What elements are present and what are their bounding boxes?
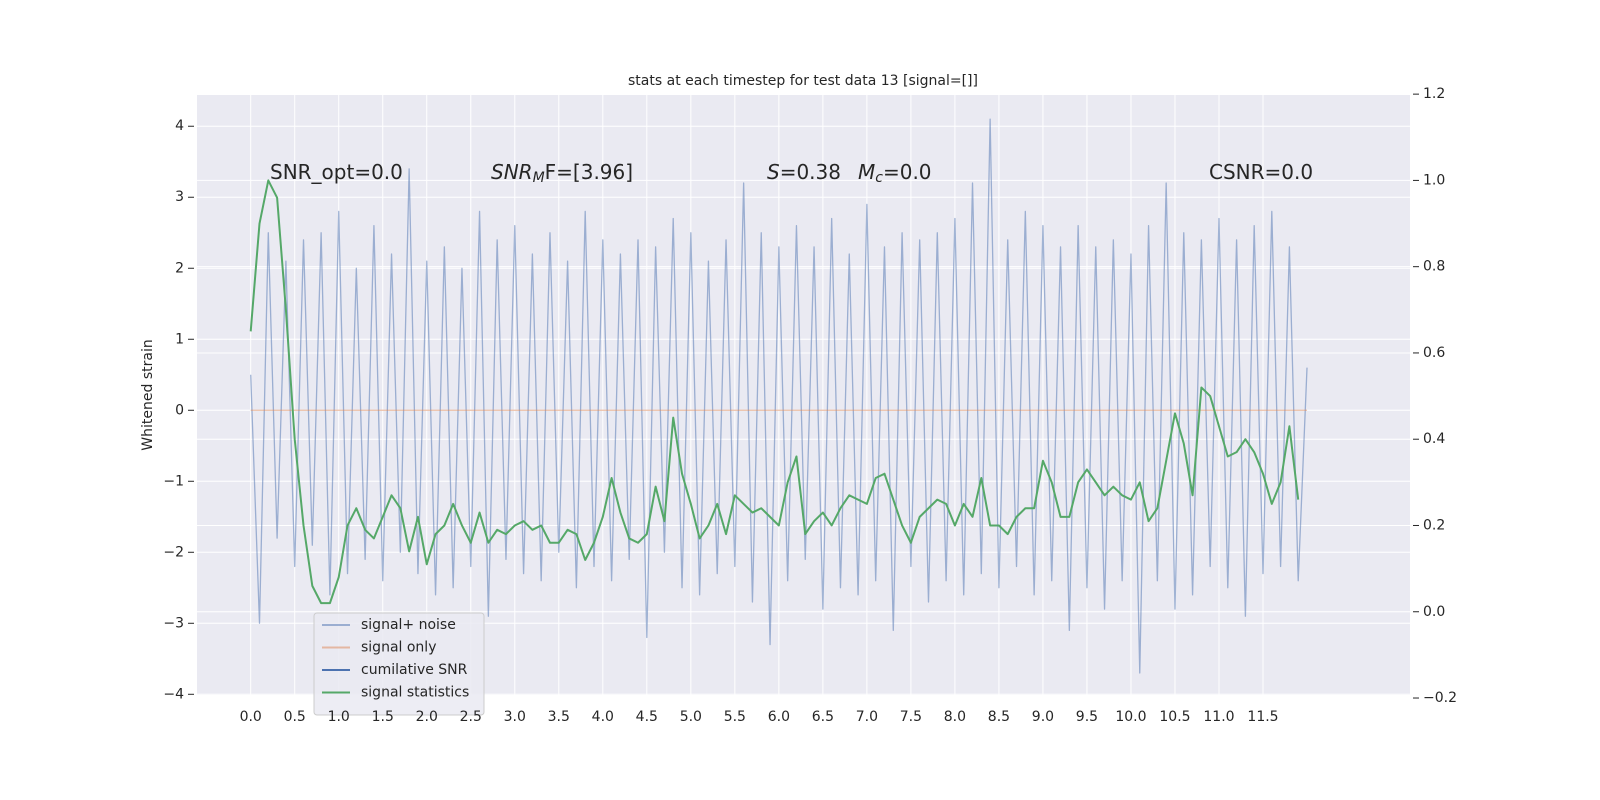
x-tick-label: 11.0	[1203, 709, 1234, 725]
annotation-text: SNR_opt=0.0	[270, 160, 403, 184]
x-tick-label: 5.5	[724, 709, 746, 725]
annotation: S=0.38	[767, 160, 841, 184]
x-tick-label: 3.0	[504, 709, 526, 725]
annotation-subscript: c	[875, 170, 883, 186]
annotation: SNRMF=[3.96]	[491, 160, 633, 187]
x-tick-label: 8.0	[944, 709, 966, 725]
annotations: SNR_opt=0.0 SNRMF=[3.96] S=0.38 Mc=0.0 CSNR=…	[270, 160, 1313, 187]
legend-box	[313, 612, 485, 716]
x-tick-label: 4.5	[636, 709, 658, 725]
x-tick-label: 2.5	[460, 709, 482, 725]
x-tick-label: 6.5	[812, 709, 834, 725]
annotation: Mc=0.0	[858, 160, 932, 187]
marks	[249, 118, 1308, 674]
x-tick-label: 4.0	[592, 709, 614, 725]
y-tick-label: −2	[163, 544, 184, 560]
y-tick-label: 3	[175, 189, 184, 205]
y-tick-label: −4	[163, 686, 184, 702]
y2-tick-label: 1.2	[1423, 86, 1445, 102]
annotation-symbol: M	[858, 160, 875, 184]
y-tick-label: 2	[175, 260, 184, 276]
annotation-symbol: SNR	[491, 160, 533, 184]
annotation-text: CSNR=0.0	[1209, 160, 1313, 184]
x-tick-label: 5.0	[680, 709, 702, 725]
y-tick-label: −3	[163, 615, 184, 631]
y-tick-label: 0	[175, 402, 184, 418]
y2-tick-label: 0.0	[1423, 604, 1445, 620]
y-axis-label: Whitened strain	[140, 339, 156, 450]
legend: signal+ noise signal only cumilative SNR si…	[313, 612, 485, 716]
y2-tick-label: −0.2	[1423, 690, 1457, 706]
x-tick-label: 6.0	[768, 709, 790, 725]
legend-label: signal statistics	[361, 685, 469, 701]
annotation: SNR_opt=0.0	[270, 160, 403, 184]
x-tick-label: 9.5	[1076, 709, 1098, 725]
x-tick-label: 9.0	[1032, 709, 1054, 725]
y2-tick-label: 0.4	[1423, 431, 1445, 447]
x-tick-label: 1.0	[328, 709, 350, 725]
x-tick-label: 7.5	[900, 709, 922, 725]
series-line	[249, 179, 1300, 605]
x-tick-label: 10.5	[1159, 709, 1190, 725]
x-tick-label: 0.5	[284, 709, 306, 725]
annotation-rest: =0.38	[780, 160, 841, 184]
y-tick-label: 1	[175, 331, 184, 347]
chart-title: stats at each timestep for test data 13 …	[628, 73, 978, 89]
y2-tick-label: 0.6	[1423, 345, 1445, 361]
x-tick-label: 2.0	[416, 709, 438, 725]
annotation-rest: =0.0	[883, 160, 932, 184]
annotation: CSNR=0.0	[1209, 160, 1313, 184]
legend-label: cumilative SNR	[361, 662, 468, 678]
x-tick-label: 10.0	[1115, 709, 1146, 725]
annotation-subscript: M	[533, 170, 545, 186]
x-tick-label: 11.5	[1247, 709, 1278, 725]
legend-label: signal+ noise	[361, 617, 456, 633]
plot-background	[197, 95, 1410, 695]
x-tick-label: 0.0	[240, 709, 262, 725]
x-tick-label: 8.5	[988, 709, 1010, 725]
x-tick-label: 7.0	[856, 709, 878, 725]
annotation-rest: F=[3.96]	[545, 160, 633, 184]
legend-label: signal only	[361, 640, 436, 656]
y2-tick-label: 0.8	[1423, 259, 1445, 275]
x-tick-label: 3.5	[548, 709, 570, 725]
y2-tick-label: 1.0	[1423, 172, 1445, 188]
y-tick-label: −1	[163, 473, 184, 489]
y2-tick-label: 0.2	[1423, 517, 1445, 533]
annotation-symbol: S	[767, 160, 780, 184]
x-tick-label: 1.5	[372, 709, 394, 725]
series-line	[250, 118, 1308, 674]
y-tick-label: 4	[175, 118, 184, 134]
